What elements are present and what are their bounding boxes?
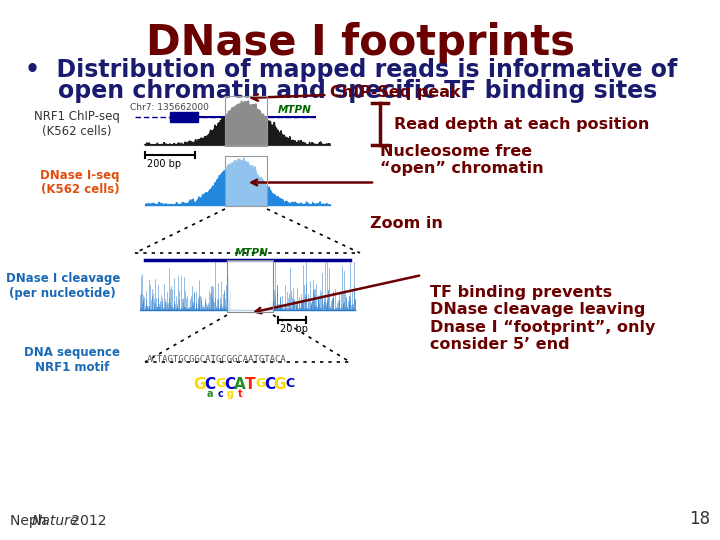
Text: 200 bp: 200 bp (147, 159, 181, 169)
Text: NRF1 ChIP-seq
(K562 cells): NRF1 ChIP-seq (K562 cells) (34, 110, 120, 138)
Text: c: c (217, 389, 223, 399)
Text: G: G (194, 377, 206, 392)
Text: 18: 18 (689, 510, 710, 528)
Text: 2012: 2012 (67, 514, 107, 528)
Text: TF binding prevents
DNase cleavage leaving
Dnase I “footprint”, only
consider 5’: TF binding prevents DNase cleavage leavi… (430, 285, 655, 352)
Bar (225, 96, 267, 146)
Polygon shape (145, 158, 330, 205)
Text: MTPN: MTPN (278, 105, 312, 115)
Text: a: a (207, 389, 213, 399)
Text: DNase I footprints: DNase I footprints (145, 22, 575, 64)
Text: t: t (238, 389, 243, 399)
Bar (225, 96, 267, 146)
Text: T: T (245, 377, 256, 392)
Text: g: g (227, 389, 233, 399)
Text: G: G (255, 377, 265, 390)
Text: Zoom in: Zoom in (370, 215, 443, 231)
Text: C: C (264, 377, 276, 392)
Text: DNase I-seq
(K562 cells): DNase I-seq (K562 cells) (40, 168, 120, 197)
Text: •  Distribution of mapped reads is informative of: • Distribution of mapped reads is inform… (25, 58, 678, 82)
Bar (170, 112, 198, 122)
Text: ACTAGTGCGGCATGCGGCAATGTACA: ACTAGTGCGGCATGCGGCAATGTACA (147, 355, 287, 364)
Polygon shape (145, 100, 330, 145)
Text: G: G (215, 377, 225, 390)
Bar (225, 156, 267, 206)
Text: Nature: Nature (32, 514, 79, 528)
Bar (227, 260, 273, 312)
Text: Neph: Neph (10, 514, 51, 528)
Text: Nucleosome free
“open” chromatin: Nucleosome free “open” chromatin (380, 144, 544, 177)
Text: A: A (234, 377, 246, 392)
Text: MTPN: MTPN (235, 248, 269, 258)
Text: Read depth at each position: Read depth at each position (394, 117, 649, 132)
Text: ChIP-Seq peak: ChIP-Seq peak (251, 85, 461, 101)
Text: DNase I cleavage
(per nucleotide): DNase I cleavage (per nucleotide) (6, 272, 120, 300)
Bar (225, 156, 267, 206)
Bar (227, 260, 273, 312)
Text: 20 bp: 20 bp (280, 324, 308, 334)
Text: C: C (204, 377, 215, 392)
Text: G: G (274, 377, 287, 392)
Text: DNA sequence
NRF1 motif: DNA sequence NRF1 motif (24, 346, 120, 374)
Text: C: C (285, 377, 294, 390)
Text: open chromatin and specific TF binding sites: open chromatin and specific TF binding s… (25, 79, 657, 103)
Text: C: C (225, 377, 235, 392)
Text: Chr7: 135662000: Chr7: 135662000 (130, 103, 209, 112)
